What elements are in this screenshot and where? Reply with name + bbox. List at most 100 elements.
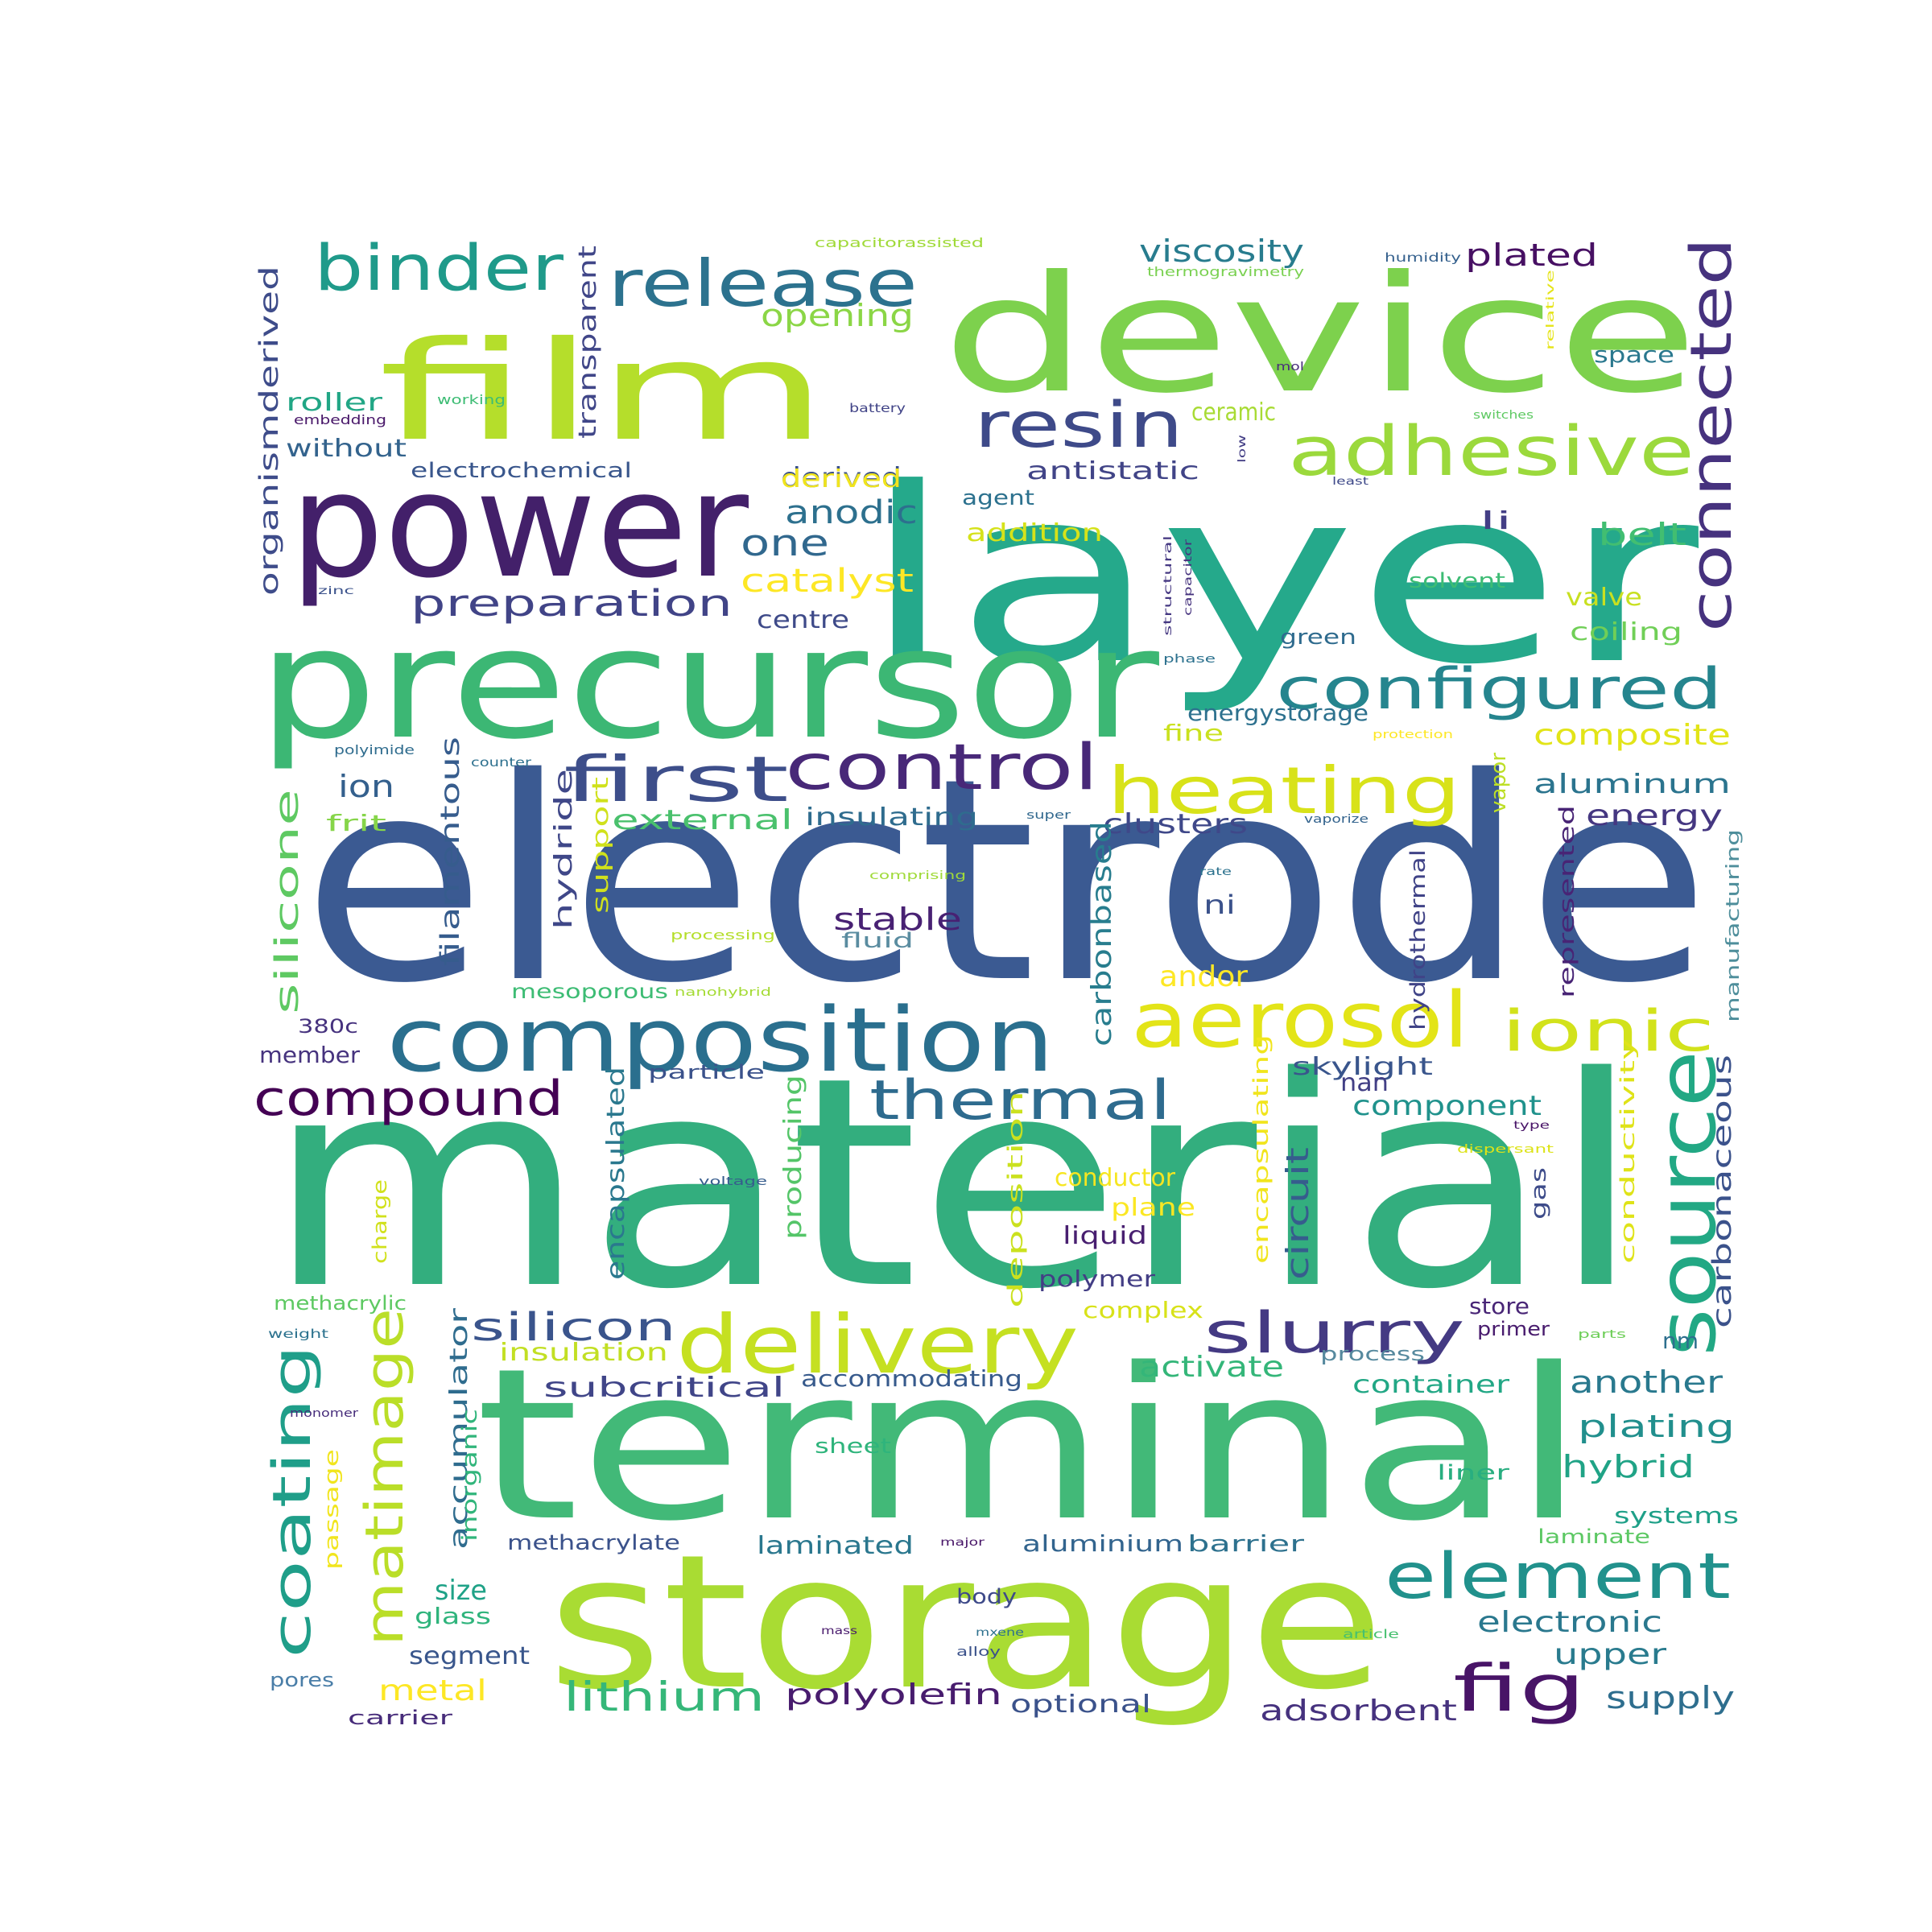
word-polyolefin: polyolefin <box>785 1678 1002 1711</box>
word-material: material <box>266 1015 1642 1352</box>
word-film: film <box>378 312 829 472</box>
word-centre: centre <box>757 606 849 634</box>
word-represented: represented <box>1555 805 1579 998</box>
word-encapsulating: encapsulating <box>1249 1034 1274 1264</box>
word-polyimide: polyimide <box>334 742 415 758</box>
word-segment: segment <box>409 1642 530 1670</box>
word-composition: composition <box>386 989 1055 1092</box>
word-dispersant: dispersant <box>1457 1143 1554 1156</box>
word-store: store <box>1469 1293 1530 1319</box>
word-metal: metal <box>378 1674 487 1707</box>
word-composite: composite <box>1534 719 1731 752</box>
word-conductivity: conductivity <box>1616 1038 1639 1264</box>
word-slurry: slurry <box>1203 1300 1465 1366</box>
word-380c: 380c <box>298 1015 358 1038</box>
word-lithium: lithium <box>564 1674 765 1720</box>
word-switches: switches <box>1473 409 1534 422</box>
word-manufacturing: manufacturing <box>1724 829 1744 1022</box>
word-fig: fig <box>1453 1651 1586 1726</box>
word-methacrylic: methacrylic <box>274 1292 407 1315</box>
word-liquid: liquid <box>1063 1222 1147 1250</box>
word-optional: optional <box>1010 1690 1151 1719</box>
word-coiling: coiling <box>1570 618 1682 646</box>
word-charge: charge <box>369 1179 391 1264</box>
word-glass: glass <box>415 1603 491 1629</box>
word-laminate: laminate <box>1538 1525 1650 1548</box>
word-monomer: monomer <box>290 1407 358 1420</box>
word-deposition: deposition <box>1004 1091 1028 1308</box>
word-thermogravimetry: thermogravimetry <box>1147 264 1304 279</box>
word-nan: nan <box>1340 1069 1389 1097</box>
word-solvent: solvent <box>1409 569 1505 593</box>
word-skylight: skylight <box>1292 1053 1433 1081</box>
word-energystorage: energystorage <box>1187 700 1368 726</box>
word-belt: belt <box>1598 517 1686 552</box>
word-binder: binder <box>314 233 564 305</box>
word-device: device <box>942 242 1699 429</box>
word-type: type <box>1513 1120 1550 1132</box>
word-stable: stable <box>833 902 962 937</box>
word-mol: mol <box>1276 361 1304 374</box>
word-particle: particle <box>648 1061 765 1084</box>
word-clusters: clusters <box>1103 808 1248 840</box>
word-precursor: precursor <box>258 595 1160 773</box>
word-body: body <box>956 1585 1017 1609</box>
word-antistatic: antistatic <box>1026 457 1199 485</box>
word-carrier: carrier <box>348 1707 452 1729</box>
word-organismderived: organismderived <box>254 266 284 596</box>
word-vapor: vapor <box>1487 753 1511 813</box>
word-aluminum: aluminum <box>1534 768 1731 799</box>
word-sheet: sheet <box>815 1435 891 1459</box>
word-ion: ion <box>338 769 394 804</box>
word-space: space <box>1594 341 1674 368</box>
word-liner: liner <box>1437 1461 1509 1485</box>
word-mass: mass <box>821 1625 857 1637</box>
word-resin: resin <box>974 390 1183 462</box>
word-nanohybrid: nanohybrid <box>675 986 771 999</box>
word-ionic: ionic <box>1501 998 1715 1064</box>
word-green: green <box>1280 625 1356 650</box>
word-phase: phase <box>1163 653 1216 666</box>
word-electrochemical: electrochemical <box>411 459 632 483</box>
word-electrode: electrode <box>302 719 1711 1045</box>
word-rate: rate <box>1199 866 1232 878</box>
word-storage: storage <box>547 1516 1385 1731</box>
word-systems: systems <box>1614 1502 1739 1529</box>
word-methacrylate: methacrylate <box>507 1531 680 1555</box>
word-protection: protection <box>1373 729 1453 741</box>
word-li: li <box>1480 507 1512 535</box>
word-least: least <box>1332 476 1368 488</box>
word-layer: layer <box>861 436 1702 717</box>
word-working: working <box>437 392 506 407</box>
word-viscosity: viscosity <box>1139 233 1304 269</box>
word-filamentous: filamentous <box>435 737 465 966</box>
word-humidity: humidity <box>1385 250 1461 265</box>
word-agent: agent <box>962 486 1034 510</box>
word-external: external <box>612 804 793 836</box>
word-catalyst: catalyst <box>741 563 914 600</box>
word-encapsulated: encapsulated <box>602 1067 630 1280</box>
word-one: one <box>741 522 829 564</box>
word-upper: upper <box>1554 1638 1666 1671</box>
word-polymer: polymer <box>1038 1265 1156 1292</box>
word-ceramic: ceramic <box>1191 398 1276 427</box>
word-component: component <box>1352 1090 1542 1122</box>
word-roller: roller <box>286 389 383 417</box>
word-hydride: hydride <box>550 769 578 930</box>
word-battery: battery <box>849 401 906 415</box>
word-derived: derived <box>781 465 902 493</box>
word-size: size <box>435 1575 487 1607</box>
word-insulating: insulating <box>805 803 978 832</box>
word-adhesive: adhesive <box>1288 412 1695 492</box>
word-valve: valve <box>1566 584 1642 612</box>
word-fluid: fluid <box>841 929 914 953</box>
word-preparation: preparation <box>411 582 733 625</box>
word-silicon: silicon <box>471 1305 676 1350</box>
word-source: source <box>1640 1051 1734 1356</box>
word-opening: opening <box>761 298 914 333</box>
word-plane: plane <box>1111 1194 1195 1222</box>
word-activate: activate <box>1139 1351 1284 1384</box>
word-silicone: silicone <box>269 789 306 1014</box>
word-thermal: thermal <box>869 1069 1171 1133</box>
word-hydrothermal: hydrothermal <box>1406 849 1430 1030</box>
